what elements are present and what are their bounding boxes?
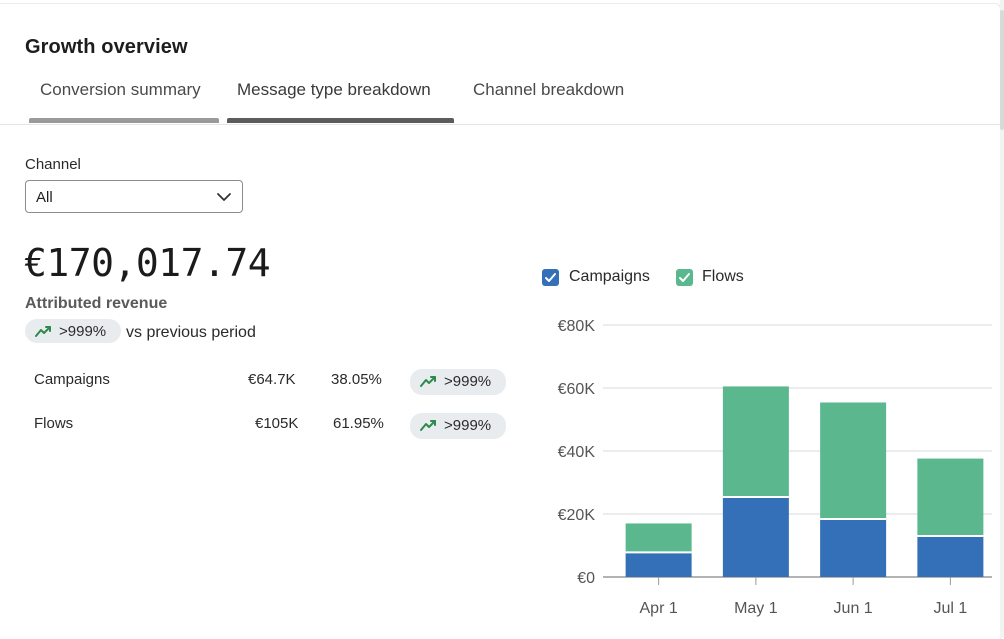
card-title: Growth overview <box>25 36 188 58</box>
bar-campaigns-jul-1 <box>917 536 984 577</box>
channel-select-value: All <box>36 189 53 206</box>
revenue-bar-chart: €0 €20K €40K €60K €80K Apr 1 May 1 Jun 1 Jul 1 <box>558 318 992 617</box>
bar-campaigns-may-1 <box>722 496 789 577</box>
x-tick-label: Apr 1 <box>640 600 678 617</box>
breakdown-amount: €105K <box>255 415 299 432</box>
breakdown-change-badge: >999% <box>410 369 506 395</box>
tab-conversion-summary[interactable]: Conversion summary <box>40 80 201 99</box>
bar-campaigns-jun-1 <box>820 519 887 577</box>
y-tick-label: €0 <box>577 570 595 587</box>
channel-label: Channel <box>25 156 81 173</box>
x-tick-label: Jul 1 <box>933 600 967 617</box>
breakdown-name: Campaigns <box>34 371 110 388</box>
breakdown-amount: €64.7K <box>248 371 296 388</box>
attributed-revenue-value: €170,017.74 <box>24 241 271 285</box>
legend-flows-checkbox[interactable] <box>676 269 693 286</box>
revenue-change-value: >999% <box>59 323 107 340</box>
x-tick-label: May 1 <box>734 600 778 617</box>
y-tick-label: €20K <box>558 507 596 524</box>
y-tick-label: €60K <box>558 381 596 398</box>
legend-campaigns-checkbox[interactable] <box>542 269 559 286</box>
revenue-change-badge: >999% <box>25 319 121 343</box>
breakdown-share: 61.95% <box>333 415 384 432</box>
checkmark-icon <box>679 273 690 282</box>
bar-campaigns-apr-1 <box>625 552 692 577</box>
tab-message-type-breakdown[interactable]: Message type breakdown <box>237 80 431 99</box>
trend-up-icon <box>420 420 436 431</box>
breakdown-name: Flows <box>34 415 74 432</box>
breakdown-change-badge: >999% <box>410 413 506 439</box>
chevron-down-icon <box>217 193 231 201</box>
trend-up-icon <box>35 326 51 337</box>
attributed-revenue-label: Attributed revenue <box>25 295 168 312</box>
breakdown-change-value: >999% <box>444 373 492 390</box>
bar-flows-apr-1 <box>625 523 692 553</box>
bar-flows-may-1 <box>722 386 789 497</box>
tab-channel-breakdown[interactable]: Channel breakdown <box>473 80 625 99</box>
y-tick-label: €80K <box>558 318 596 335</box>
bar-flows-jun-1 <box>820 402 887 520</box>
tab-conversion-summary-underline <box>29 118 219 123</box>
trend-up-icon <box>420 376 436 387</box>
legend-flows-label: Flows <box>702 268 744 285</box>
scrollbar-thumb[interactable] <box>1000 10 1004 130</box>
tab-message-type-breakdown-underline <box>227 118 454 123</box>
vs-previous-period: vs previous period <box>126 324 256 341</box>
growth-overview-card: Growth overview Conversion summary Messa… <box>0 3 1001 639</box>
checkmark-icon <box>545 273 556 282</box>
y-tick-label: €40K <box>558 444 596 461</box>
tab-bar: Conversion summary Message type breakdow… <box>0 74 1000 125</box>
legend-campaigns-label: Campaigns <box>569 268 650 285</box>
channel-select[interactable]: All <box>25 180 243 213</box>
breakdown-change-value: >999% <box>444 417 492 434</box>
bar-flows-jul-1 <box>917 458 984 537</box>
breakdown-share: 38.05% <box>331 371 382 388</box>
scrollbar[interactable] <box>1000 0 1004 638</box>
x-tick-label: Jun 1 <box>834 600 873 617</box>
